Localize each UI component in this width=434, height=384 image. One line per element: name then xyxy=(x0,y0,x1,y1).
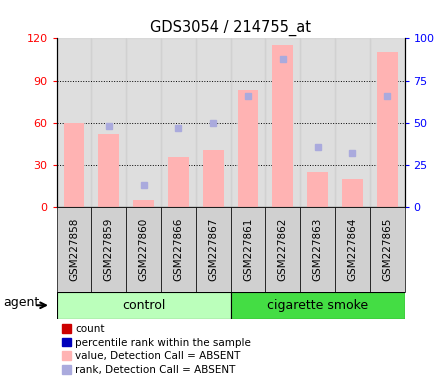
Text: GSM227862: GSM227862 xyxy=(277,218,287,281)
Bar xyxy=(91,38,126,207)
Text: GSM227864: GSM227864 xyxy=(347,218,356,281)
FancyBboxPatch shape xyxy=(161,207,195,292)
Text: agent: agent xyxy=(3,296,39,309)
Text: cigarette smoke: cigarette smoke xyxy=(266,299,367,312)
Bar xyxy=(161,38,195,207)
FancyBboxPatch shape xyxy=(265,207,299,292)
Bar xyxy=(202,150,223,207)
Text: GSM227863: GSM227863 xyxy=(312,218,322,281)
FancyBboxPatch shape xyxy=(230,292,404,319)
Text: GSM227867: GSM227867 xyxy=(208,218,217,281)
Bar xyxy=(126,38,161,207)
Bar xyxy=(168,157,188,207)
FancyBboxPatch shape xyxy=(195,207,230,292)
Bar xyxy=(376,53,397,207)
Bar xyxy=(272,45,293,207)
Text: GSM227866: GSM227866 xyxy=(173,218,183,281)
FancyBboxPatch shape xyxy=(299,207,334,292)
FancyBboxPatch shape xyxy=(369,207,404,292)
Bar xyxy=(98,134,119,207)
FancyBboxPatch shape xyxy=(56,207,91,292)
Bar xyxy=(369,38,404,207)
Text: GSM227858: GSM227858 xyxy=(69,218,79,281)
Text: GSM227861: GSM227861 xyxy=(243,218,252,281)
FancyBboxPatch shape xyxy=(56,292,230,319)
Text: control: control xyxy=(122,299,165,312)
Bar xyxy=(299,38,334,207)
FancyBboxPatch shape xyxy=(334,207,369,292)
Bar xyxy=(63,123,84,207)
Bar xyxy=(195,38,230,207)
FancyBboxPatch shape xyxy=(230,207,265,292)
Text: GSM227859: GSM227859 xyxy=(104,218,113,281)
Bar xyxy=(56,38,91,207)
Text: GSM227865: GSM227865 xyxy=(381,218,391,281)
Bar xyxy=(341,179,362,207)
Bar xyxy=(230,38,265,207)
Legend: count, percentile rank within the sample, value, Detection Call = ABSENT, rank, : count, percentile rank within the sample… xyxy=(62,324,250,375)
Bar xyxy=(265,38,299,207)
Bar xyxy=(133,200,154,207)
FancyBboxPatch shape xyxy=(91,207,126,292)
Bar xyxy=(334,38,369,207)
FancyBboxPatch shape xyxy=(126,207,161,292)
Text: GSM227860: GSM227860 xyxy=(138,218,148,281)
Bar xyxy=(306,172,327,207)
Title: GDS3054 / 214755_at: GDS3054 / 214755_at xyxy=(150,20,310,36)
Bar xyxy=(237,91,258,207)
